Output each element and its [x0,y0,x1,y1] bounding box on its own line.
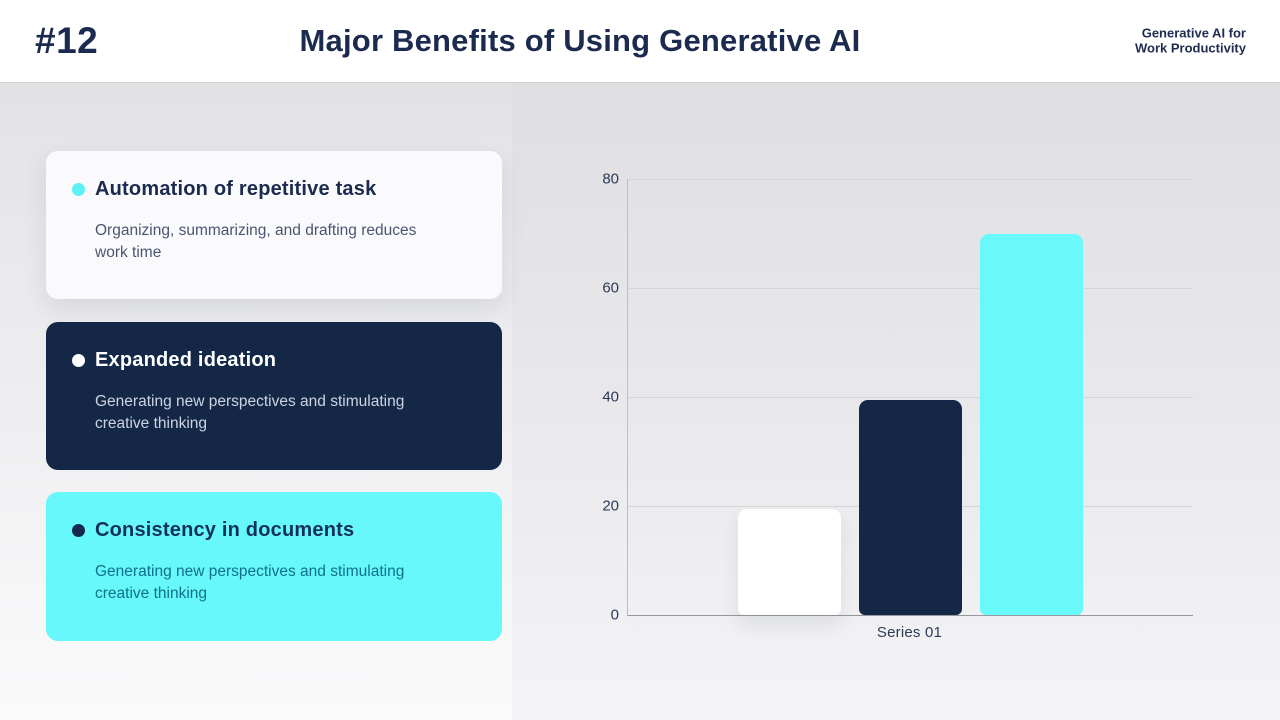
bullet-dot-icon [72,183,85,196]
bullet-dot-icon [72,354,85,367]
gridline [628,288,1193,289]
card-description: Generating new perspectives and stimulat… [95,393,405,432]
corner-label: Generative AI for Work Productivity [1135,26,1246,55]
y-tick-label: 60 [602,279,619,297]
corner-label-line1: Generative AI for [1141,25,1246,41]
card-description: Organizing, summarizing, and drafting re… [95,222,417,261]
bar-chart: 0 20 40 60 80 Series 01 [590,82,1240,720]
y-tick-label: 0 [610,606,619,624]
benefit-card-automation: Automation of repetitive task Organizing… [46,151,502,299]
card-header: Automation of repetitive task [72,178,476,201]
page-title: Major Benefits of Using Generative AI [299,23,861,58]
benefit-card-consistency: Consistency in documents Generating new … [46,492,502,641]
x-axis-label: Series 01 [876,624,943,641]
chart-bar-1 [738,508,841,615]
y-tick-label: 20 [602,497,619,515]
card-header: Expanded ideation [72,349,476,372]
card-header: Consistency in documents [72,519,476,542]
slide-body: Automation of repetitive task Organizing… [0,82,1280,720]
chart-bar-3 [980,233,1083,615]
card-title: Expanded ideation [95,349,277,371]
card-title: Automation of repetitive task [95,178,377,200]
bullet-dot-icon [72,524,85,537]
chart-bar-2 [859,399,962,615]
header-bar: #12 Major Benefits of Using Generative A… [0,0,1280,82]
card-description: Generating new perspectives and stimulat… [95,563,405,602]
slide-number: #12 [35,20,99,61]
y-tick-label: 80 [602,170,619,188]
benefits-list: Automation of repetitive task Organizing… [46,151,502,641]
gridline [628,397,1193,398]
benefit-card-ideation: Expanded ideation Generating new perspec… [46,322,502,470]
corner-label-line2: Work Productivity [1134,40,1246,55]
card-title: Consistency in documents [95,519,355,541]
gridline [628,179,1193,180]
y-tick-label: 40 [602,388,619,406]
chart-plot: 0 20 40 60 80 [602,171,1193,624]
